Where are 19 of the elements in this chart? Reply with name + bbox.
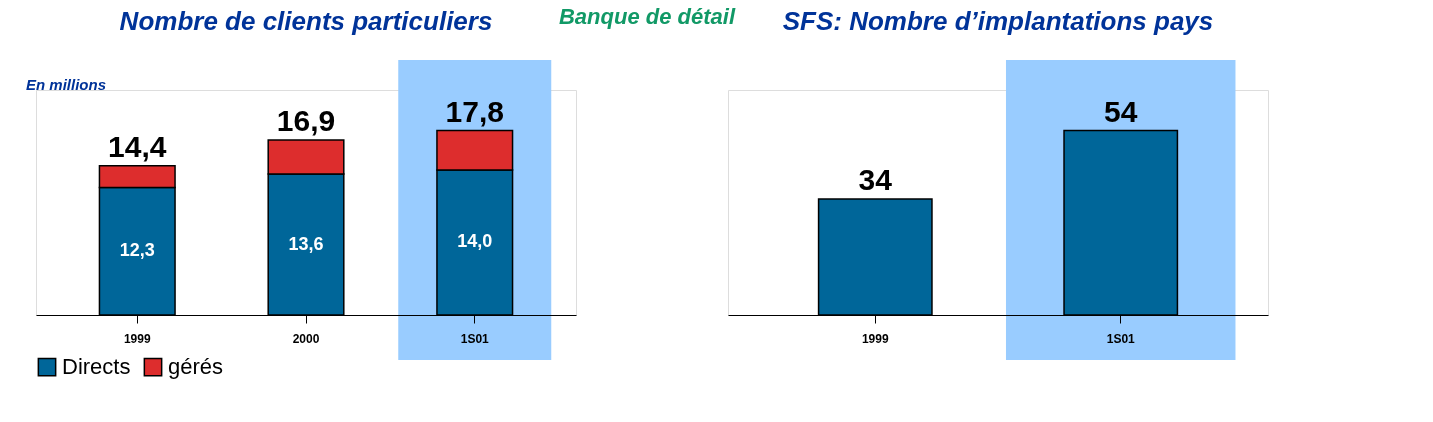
- x-tick-label: 1999: [123, 331, 151, 346]
- total-label: 17,8: [445, 94, 504, 128]
- legend-label: Directs: [62, 354, 131, 380]
- text: Banque de détail: [558, 3, 736, 29]
- data-label: 34: [858, 162, 893, 196]
- x-tick-label: 1S01: [460, 331, 490, 346]
- x-tick-label: 1S01: [1106, 331, 1136, 346]
- text: En millions: [26, 76, 107, 93]
- data-label: 12,3: [119, 240, 155, 261]
- data-label: 13,6: [288, 233, 324, 254]
- legend-label: gérés: [168, 354, 224, 380]
- x-tick-label: 2000: [292, 331, 320, 346]
- chart-title: Nombre de clients particuliers: [119, 6, 493, 36]
- data-label: 14,0: [457, 231, 493, 252]
- chart-title: SFS: Nombre d’implantations pays: [782, 6, 1214, 36]
- data-label: 54: [1104, 94, 1138, 128]
- x-tick-label: 1999: [861, 331, 889, 346]
- total-label: 14,4: [108, 129, 167, 163]
- total-label: 16,9: [276, 103, 336, 137]
